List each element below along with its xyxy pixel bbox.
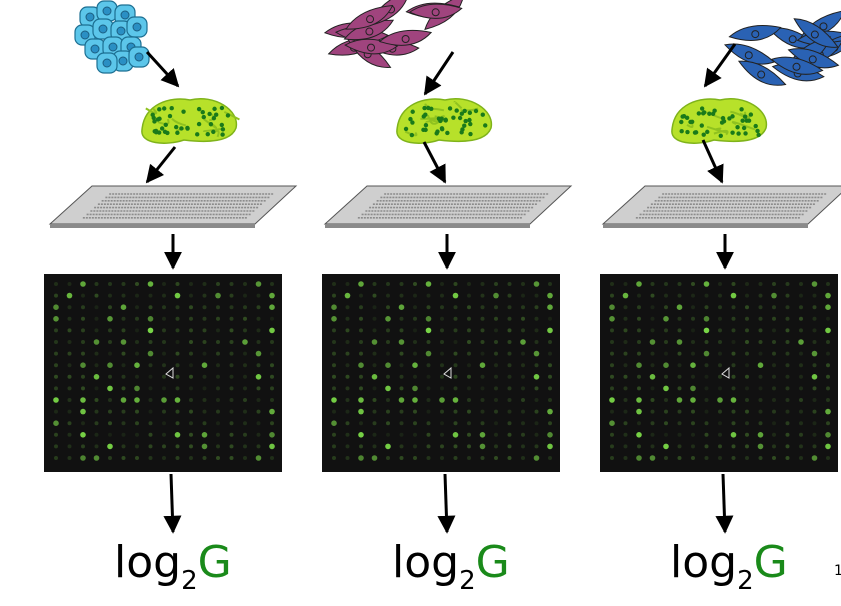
rna-sample-icon [396, 98, 493, 144]
cell-cluster-icon [74, 0, 150, 74]
glass-slide-icon [48, 185, 298, 228]
log2g-label-3: log2G [670, 537, 788, 597]
rna-sample-icon [671, 98, 768, 144]
log2g-label-1: log2G [114, 537, 232, 597]
column-3 [600, 10, 841, 472]
microarray-scan-image [44, 274, 282, 472]
microarray-scan-image [322, 274, 560, 472]
glass-slide-icon [601, 185, 841, 228]
microarray-scan-image [600, 274, 838, 472]
cell-cluster-icon [723, 10, 841, 86]
arrow-cells-to-rna [423, 51, 455, 96]
arrow-rna-to-slide [422, 141, 447, 184]
arrow-array-to-log2g [715, 473, 734, 534]
arrow-array-to-log2g [163, 473, 182, 534]
arrow-cells-to-rna [703, 43, 737, 88]
column-2 [322, 0, 573, 472]
arrow-array-to-log2g [437, 473, 456, 534]
log2g-label-2: log2G [392, 537, 510, 597]
column-1 [44, 0, 298, 472]
cell-cluster-icon [323, 0, 465, 68]
rna-sample-icon [141, 98, 240, 144]
arrow-rna-to-slide [145, 146, 177, 184]
glass-slide-icon [323, 185, 573, 228]
arrow-cells-to-rna [145, 50, 180, 88]
page-number: 1 [834, 563, 841, 579]
arrow-rna-to-slide [701, 139, 724, 184]
